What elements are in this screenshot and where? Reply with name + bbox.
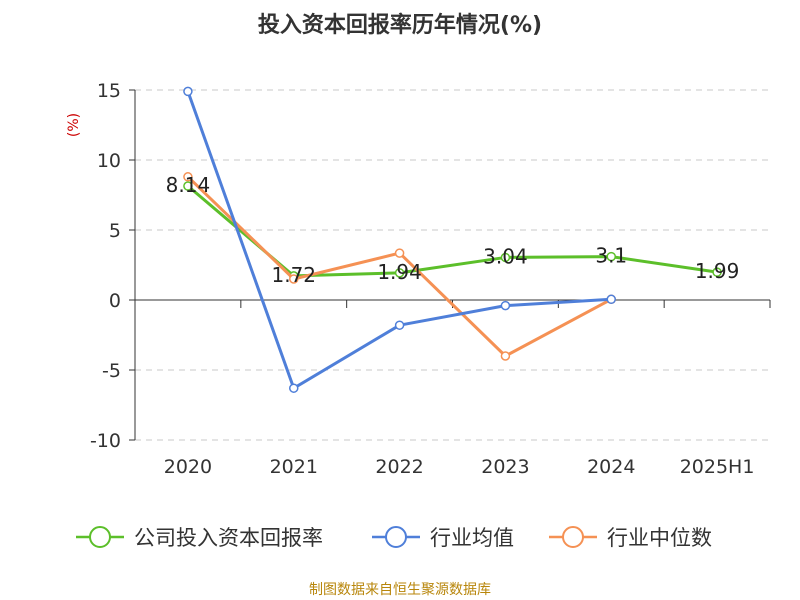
series-1 [183,86,616,393]
y-tick-label: 5 [109,220,121,242]
x-tick-label: 2024 [587,456,635,478]
y-tick-label: -5 [102,360,121,382]
data-point [712,267,722,277]
data-point [289,383,299,393]
data-point [606,294,616,305]
x-tick-label: 2023 [481,456,529,478]
data-label: 1.99 [695,259,740,283]
data-point [289,274,299,284]
data-point [183,172,193,182]
axes: 15 10 5 0 -5 -10 2020 2021 2022 2023 2024 2025H1 [90,80,771,478]
x-tick-label: 2025H1 [680,456,755,478]
data-label: 1.72 [271,263,316,287]
y-tick-label: -10 [90,430,121,452]
grid-lines [135,89,770,441]
data-label: 8.14 [166,173,211,197]
data-label: 3.1 [595,244,627,268]
legend-swatch-marker [562,526,584,548]
legend-swatch-marker [89,526,111,548]
data-point [183,181,193,191]
data-point [500,300,511,311]
data-point [394,268,405,278]
legend: 公司投入资本回报率 行业均值 行业中位数 [76,526,712,550]
legend-item: 行业均值 [372,526,514,550]
legend-item: 行业中位数 [549,526,712,550]
legend-label: 行业均值 [430,526,514,550]
y-tick-label: 0 [109,290,121,312]
series-0 [183,181,722,281]
x-tick-label: 2020 [164,456,212,478]
data-point [183,86,193,97]
data-label: 1.94 [377,260,422,284]
y-tick-label: 15 [97,80,121,102]
y-tick-label: 10 [97,150,121,172]
data-point [394,248,405,258]
legend-label: 公司投入资本回报率 [134,526,323,550]
legend-swatch-marker [385,526,407,548]
y-axis-unit-label: (%) [66,113,82,137]
data-labels: 8.14 1.72 1.94 3.04 3.1 1.99 [166,173,740,287]
data-point [394,320,405,330]
series-line [186,184,718,278]
legend-item: 公司投入资本回报率 [76,526,323,550]
source-note: 制图数据来自恒生聚源数据库 [309,582,491,598]
data-label: 3.04 [483,244,528,268]
x-tick-label: 2021 [270,456,318,478]
series-lines [183,86,722,393]
data-point [606,251,616,262]
legend-label: 行业中位数 [607,526,712,550]
x-tick-label: 2022 [375,456,423,478]
data-point [500,252,511,263]
data-point [500,351,511,361]
chart-title: 投入资本回报率历年情况(%) [258,12,542,38]
